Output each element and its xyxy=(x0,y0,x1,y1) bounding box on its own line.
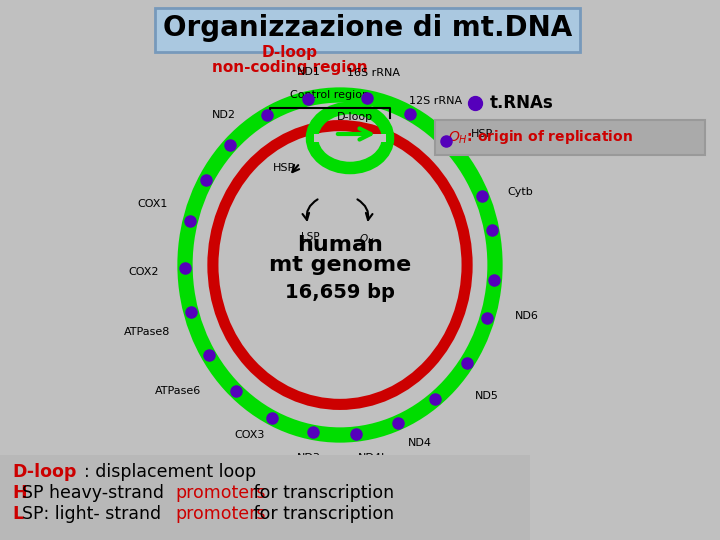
Text: $O_H$: $O_H$ xyxy=(359,232,374,246)
FancyBboxPatch shape xyxy=(435,120,705,155)
Text: D-loop: D-loop xyxy=(12,463,76,481)
Text: HSP: HSP xyxy=(273,163,295,173)
Text: ND5: ND5 xyxy=(474,391,498,401)
Text: SP heavy-strand: SP heavy-strand xyxy=(22,484,169,502)
Text: H: H xyxy=(12,484,27,502)
Text: Organizzazione di mt.DNA: Organizzazione di mt.DNA xyxy=(163,14,572,42)
Text: for transcription: for transcription xyxy=(248,484,394,502)
Text: D-loop: D-loop xyxy=(337,112,373,122)
Text: SP: light- strand: SP: light- strand xyxy=(22,505,166,523)
Text: 16S rRNA: 16S rRNA xyxy=(347,68,400,78)
FancyBboxPatch shape xyxy=(0,455,530,540)
Text: promoters: promoters xyxy=(175,484,266,502)
Text: : displacement loop: : displacement loop xyxy=(84,463,256,481)
Text: L: L xyxy=(12,505,23,523)
FancyBboxPatch shape xyxy=(155,8,580,52)
Text: mt genome: mt genome xyxy=(269,255,411,275)
Text: HSP: HSP xyxy=(471,129,493,139)
Text: D-loop: D-loop xyxy=(262,45,318,60)
Text: t.RNAs: t.RNAs xyxy=(490,94,554,112)
Text: for transcription: for transcription xyxy=(248,505,394,523)
Text: LSP: LSP xyxy=(301,232,319,242)
Text: Cytb: Cytb xyxy=(508,187,534,197)
Text: ND4L: ND4L xyxy=(358,453,388,463)
FancyBboxPatch shape xyxy=(314,134,386,142)
Text: Control region: Control region xyxy=(290,90,369,100)
Text: 12S rRNA: 12S rRNA xyxy=(409,96,462,106)
Text: ND3: ND3 xyxy=(297,453,320,463)
Text: $O_H$: origin of replication: $O_H$: origin of replication xyxy=(448,128,633,146)
Text: non-coding region: non-coding region xyxy=(212,60,368,75)
Text: ND1: ND1 xyxy=(297,67,320,77)
Text: ATPase8: ATPase8 xyxy=(124,327,170,337)
Text: ATPase6: ATPase6 xyxy=(155,386,202,396)
Text: COX3: COX3 xyxy=(234,430,265,440)
Text: ND6: ND6 xyxy=(515,310,539,321)
Text: promoters: promoters xyxy=(175,505,266,523)
Text: ND2: ND2 xyxy=(212,110,235,120)
Text: 16,659 bp: 16,659 bp xyxy=(285,284,395,302)
Text: COX1: COX1 xyxy=(138,199,168,210)
Text: ND4: ND4 xyxy=(408,437,432,448)
Text: COX2: COX2 xyxy=(129,267,159,277)
Text: human: human xyxy=(297,235,383,255)
